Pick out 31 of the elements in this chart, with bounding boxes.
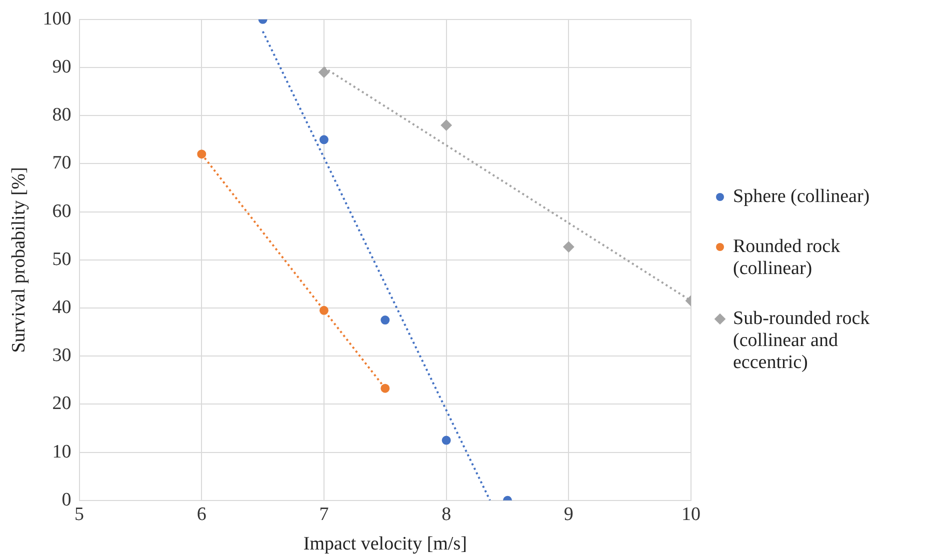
legend-label: Sphere (collinear) [733, 186, 870, 208]
y-tick-label: 0 [62, 489, 72, 510]
point [563, 241, 574, 252]
y-tick-label: 70 [52, 152, 72, 174]
y-tick-label: 100 [42, 8, 72, 30]
x-tick-label: 6 [196, 504, 206, 525]
x-tick-label: 5 [74, 504, 84, 525]
y-tick-label: 60 [52, 200, 72, 222]
y-tick-label: 40 [52, 296, 72, 318]
point [319, 135, 328, 144]
point [440, 120, 452, 131]
y-tick-label: 30 [52, 345, 72, 366]
y-tick-label: 80 [52, 104, 72, 126]
legend-label: Rounded rock (collinear) [733, 236, 842, 280]
x-tick-label: 8 [442, 504, 452, 525]
legend-label: Sub-rounded rock (collinear and eccentric) [733, 308, 871, 374]
y-axis-title: Survival probability [%] [8, 167, 30, 353]
x-tick-label: 10 [682, 504, 700, 525]
point [318, 66, 330, 78]
point [319, 306, 328, 315]
x-tick-label: 7 [319, 504, 329, 525]
x-axis-title: Impact velocity [m/s] [303, 534, 467, 555]
point [380, 384, 390, 393]
y-tick-label: 90 [52, 56, 72, 78]
point [380, 316, 390, 325]
point [442, 436, 451, 445]
y-tick-label: 20 [52, 393, 72, 414]
y-tick-label: 10 [52, 441, 72, 462]
point [197, 150, 206, 159]
x-tick-label: 9 [564, 504, 574, 525]
y-tick-label: 50 [52, 248, 72, 270]
